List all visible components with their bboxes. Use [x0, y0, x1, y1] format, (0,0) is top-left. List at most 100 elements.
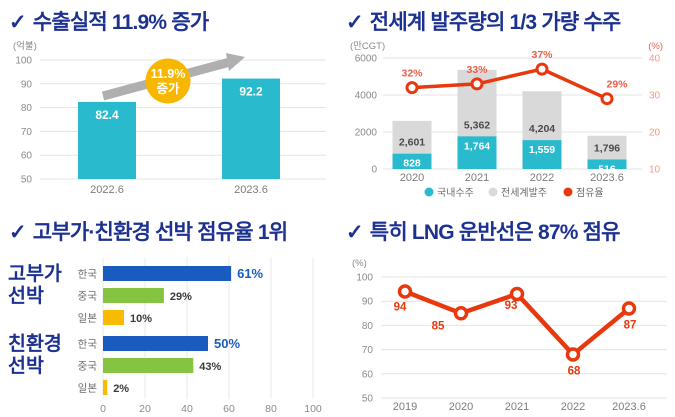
quad-orders: ✓ 전세계 발주량의 1/3 가량 수주 (만CGT) (%) 6000 4000 200…	[337, 0, 675, 208]
legend-dot-국내수주	[424, 187, 434, 197]
x-tick-label: 2023.6	[234, 184, 268, 196]
world-orders-value-label: 5,362	[464, 119, 490, 131]
share-value-label: 50%	[214, 336, 240, 351]
lng-line-chart-svg: (%) 100 90 80 70 60 50 94 2019 85 2020 93 2021 68 2022…	[352, 258, 667, 413]
x-tick-label: 20	[139, 403, 151, 415]
domestic-orders-bar-2023.6	[587, 159, 627, 169]
domestic-orders-bar-2022	[522, 140, 562, 169]
legend-label: 점유율	[576, 187, 604, 199]
check-icon: ✓	[9, 11, 27, 34]
y-tick-label: 50	[21, 175, 33, 186]
orders-combo-chart-svg: (만CGT) (%) 6000 4000 2000 0 40 30 20 10 2,601 828 20…	[350, 41, 663, 199]
x-tick-label: 2023.6	[612, 401, 646, 413]
export-chart-title: ✓ 수출실적 11.9% 증가	[9, 6, 209, 36]
world-orders-value-label: 4,204	[529, 123, 555, 135]
export-bar-chart-svg: (억불) 100 90 80 70 60 50 11.9%증가 82.4 92.2 2022.6 20…	[13, 40, 326, 196]
y-axis-unit: (억불)	[13, 40, 37, 52]
lng-point-label: 87	[624, 319, 637, 331]
legend-dot-전세계발주	[488, 187, 498, 197]
y-tick-label: 50	[362, 394, 374, 405]
right-tick-label: 20	[649, 128, 661, 139]
share-bar-중국	[103, 358, 194, 373]
share-trend-line	[411, 67, 608, 101]
legend-label: 국내수주	[437, 187, 474, 199]
x-tick-label: 80	[265, 403, 277, 415]
bar-value-label: 92.2	[239, 85, 263, 99]
export-chart-title-text: 수출실적 11.9% 증가	[32, 11, 209, 34]
market-share-chart-title: ✓ 고부가·친환경 선박 점유율 1위	[9, 216, 288, 246]
y-tick-label: 90	[362, 297, 374, 308]
x-tick-label: 2021	[505, 401, 529, 413]
y-tick-label: 70	[21, 127, 33, 138]
y-tick-label: 100	[356, 273, 373, 284]
bar-2022.6	[78, 101, 136, 179]
country-label: 일본	[78, 382, 98, 395]
share-value-label: 10%	[130, 313, 152, 325]
country-label: 한국	[78, 269, 98, 281]
group-label-line2: 선박	[8, 355, 44, 377]
domestic-orders-bar-2021	[457, 136, 497, 169]
country-label: 한국	[78, 339, 98, 351]
group-label-line1: 고부가	[8, 263, 62, 285]
share-point-label: 37%	[531, 49, 553, 61]
bar-value-label: 82.4	[95, 108, 119, 122]
y-axis-unit: (%)	[352, 258, 367, 269]
share-data-point	[405, 81, 419, 95]
orders-chart-title-text: 전세계 발주량의 1/3 가량 수주	[369, 11, 621, 34]
badge-line2: 증가	[156, 81, 180, 96]
badge-line1: 11.9%	[151, 67, 186, 81]
group-label-line2: 선박	[8, 285, 44, 307]
x-tick-label: 2022.6	[90, 184, 124, 196]
domestic-orders-value-label: 1,764	[464, 140, 490, 152]
left-axis-unit: (만CGT)	[350, 41, 385, 52]
x-tick-label: 2020	[449, 401, 473, 413]
world-orders-value-label: 2,601	[399, 137, 425, 149]
y-tick-label: 60	[21, 151, 33, 162]
share-bar-일본	[103, 310, 124, 325]
check-icon: ✓	[346, 11, 364, 34]
share-value-label: 2%	[113, 383, 129, 395]
lng-data-point	[509, 286, 525, 302]
domestic-orders-value-label: 1,559	[529, 144, 555, 156]
y-tick-label: 80	[362, 321, 374, 332]
domestic-orders-bar-2020	[392, 153, 432, 169]
orders-chart-title: ✓ 전세계 발주량의 1/3 가량 수주	[346, 6, 621, 36]
y-tick-label: 100	[15, 56, 32, 67]
lng-data-point	[397, 284, 413, 299]
world-orders-value-label: 1,796	[594, 142, 620, 154]
y-tick-label: 90	[21, 79, 33, 90]
share-data-point	[535, 62, 549, 76]
domestic-orders-value-label: 828	[403, 158, 421, 170]
export-bar-chart: (억불) 100 90 80 70 60 50 11.9% 증가 82.4 92.2 2022.6 20…	[0, 34, 337, 208]
lng-data-point	[565, 347, 581, 362]
country-label: 중국	[78, 291, 98, 303]
share-value-label: 61%	[237, 266, 263, 281]
share-point-label: 29%	[606, 79, 628, 91]
lng-line-chart: (%) 100 90 80 70 60 50 94 2019 85 2020 93 2021 68 2022…	[337, 249, 675, 417]
lng-point-label: 94	[394, 302, 407, 314]
left-tick-label: 0	[371, 165, 377, 176]
group-label-line1: 친환경	[8, 333, 62, 355]
x-tick-label: 2020	[400, 172, 424, 184]
x-tick-label: 2023.6	[590, 172, 624, 184]
right-tick-label: 40	[649, 54, 661, 65]
x-tick-label: 2022	[561, 401, 585, 413]
x-tick-label: 2022	[530, 172, 554, 184]
bar-2023.6	[222, 78, 280, 179]
lng-point-label: 93	[505, 300, 518, 312]
share-bar-한국	[103, 266, 232, 281]
share-data-point	[600, 92, 614, 106]
legend-dot-점유율	[563, 187, 573, 197]
lng-point-label: 85	[432, 320, 445, 332]
x-tick-label: 2019	[393, 401, 417, 413]
y-tick-label: 80	[21, 103, 33, 114]
country-label: 일본	[78, 312, 98, 325]
x-tick-label: 60	[223, 403, 235, 415]
quad-market-share: ✓ 고부가·친환경 선박 점유율 1위 0 20 40 60 80 100 고부가 선박 한국 61…	[0, 208, 337, 417]
lng-data-point	[621, 301, 637, 316]
quad-lng: ✓ 특히 LNG 운반선은 87% 점유 (%) 100 90 80 70 60 50 94 20…	[337, 208, 675, 417]
lng-data-point	[453, 306, 469, 321]
lng-chart-title-text: 특히 LNG 운반선은 87% 점유	[369, 221, 621, 244]
